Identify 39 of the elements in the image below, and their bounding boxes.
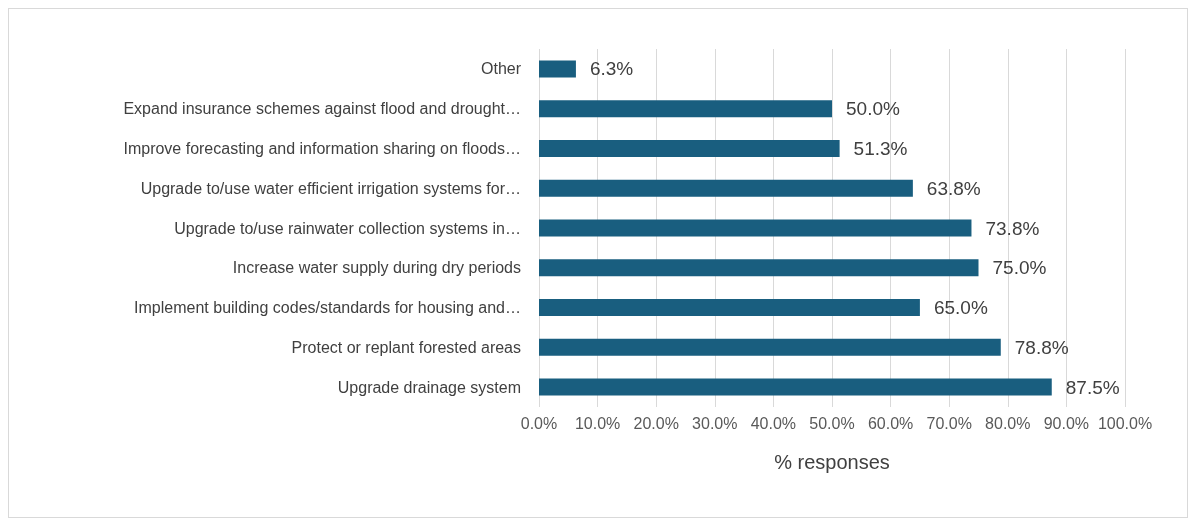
data-label: 51.3% [853,137,908,159]
data-label: 6.3% [589,58,634,80]
x-tick-label: 0.0% [520,414,558,432]
bar [539,338,1001,356]
x-tick-label: 10.0% [574,414,621,432]
x-tick-label: 90.0% [1043,414,1090,432]
bar [539,219,972,237]
x-tick-label: 70.0% [926,414,972,432]
data-label: 73.8% [985,217,1040,239]
bar [539,259,979,277]
x-tick-label: 30.0% [692,414,738,432]
bar [539,299,920,317]
bar [539,378,1052,396]
y-tick-label: Expand insurance schemes against flood and drought… [123,100,521,118]
x-tick-label: 100.0% [1097,414,1153,432]
y-tick-label: Protect or replant forested areas [291,338,521,356]
bar [539,60,576,78]
y-tick-label: Increase water supply during dry periods [232,259,521,277]
data-label: 50.0% [846,98,900,120]
y-tick-label: Upgrade drainage system [337,378,521,396]
data-label: 63.8% [926,177,981,199]
x-tick-label: 20.0% [633,414,679,432]
y-tick-label: Implement building codes/standards for housing and… [134,299,521,317]
x-tick-label: 40.0% [750,414,797,432]
y-tick-label: Upgrade to/use water efficient irrigation systems for… [140,179,521,197]
data-label: 78.8% [1014,336,1069,358]
bar [539,139,840,157]
y-tick-label: Upgrade to/use rainwater collection systems in… [174,219,521,237]
data-label: 65.0% [933,297,988,319]
bar [539,100,832,118]
data-label: 87.5% [1065,376,1120,398]
y-tick-label: Improve forecasting and information sharing on floods… [123,139,521,157]
x-axis-title: % responses [774,451,890,473]
x-tick-label: 60.0% [867,414,914,432]
x-tick-label: 50.0% [809,414,855,432]
data-label: 75.0% [992,257,1047,279]
x-tick-label: 80.0% [985,414,1031,432]
y-tick-label: Other [480,60,522,78]
bar [539,179,913,197]
